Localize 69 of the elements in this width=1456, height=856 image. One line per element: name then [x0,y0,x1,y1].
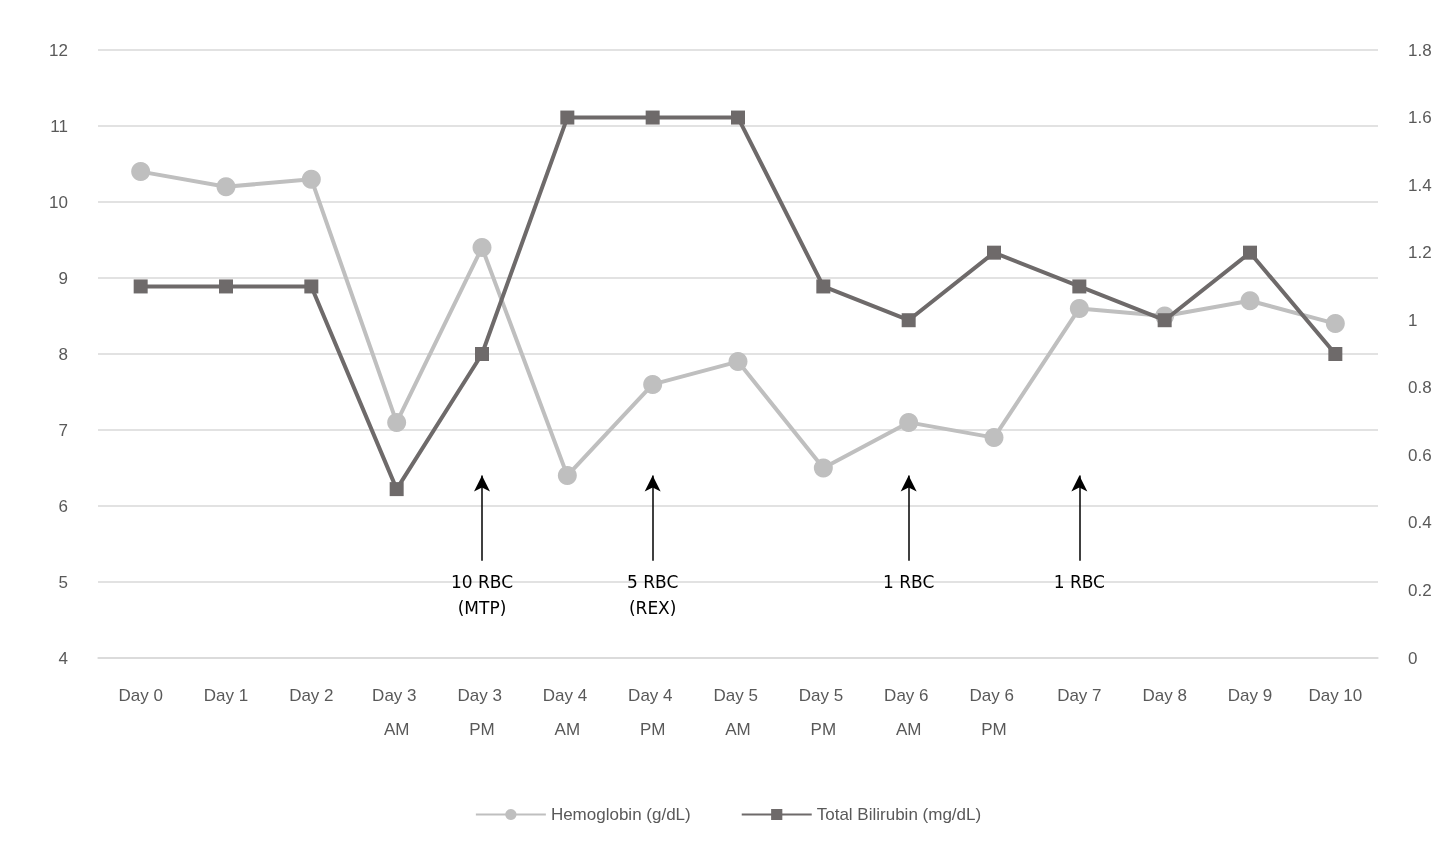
point [1069,298,1089,318]
point [387,412,407,432]
y2-tick-label: 1.4 [1408,175,1432,195]
x-tick-label: Day 6 PM [969,685,1019,739]
annotation: 5 RBC (REX) [627,571,679,618]
y-tick-label: 12 [49,40,68,60]
x-tick-label: Day 9 [1227,685,1273,705]
y-tick-label: 11 [50,116,68,136]
x-tick-label: Day 8 [1142,685,1187,705]
x-tick-label: Day 10 [1308,685,1363,705]
point [645,110,660,125]
legend-label: Hemoglobin (g/dL) [550,805,691,824]
point [984,428,1004,448]
point [475,347,489,361]
point [731,110,745,125]
point [389,482,404,497]
x-tick-label: Day 7 [1057,685,1102,705]
legend-label: Total Bilirubin (mg/dL) [816,805,982,824]
y-tick-label: 5 [58,572,68,592]
y-tick-label: 7 [58,420,68,440]
x-tick-label: Day 1 [203,685,249,705]
x-tick-label: Day 0 [118,685,163,705]
y-tick-label: 6 [58,496,68,516]
x-tick-label: Day 2 [289,685,334,705]
point [728,352,748,372]
point [1157,313,1172,328]
point [1240,291,1260,311]
point [643,374,663,394]
point [301,169,321,189]
point [1325,314,1345,334]
x-tick-label: Day 5 PM [798,685,848,739]
y-tick-label: 10 [49,192,68,212]
y2-tick-label: 0.6 [1408,445,1432,465]
y2-tick-label: 1.8 [1408,40,1432,60]
point [987,245,1001,260]
point [901,313,916,328]
point [472,238,492,258]
point [216,177,236,197]
point [1072,279,1087,294]
y-tick-label: 8 [58,344,68,364]
point [557,466,577,486]
point [1243,245,1257,260]
y2-tick-label: 0.8 [1408,378,1432,398]
point [816,279,831,294]
y2-tick-label: 1 [1408,310,1418,330]
x-tick-label: Day 3 AM [372,685,422,739]
y-tick-label: 9 [58,268,68,288]
point [813,458,833,478]
annotation: 1 RBC [1053,571,1105,592]
point [560,110,575,125]
x-tick-label: Day 6 AM [884,685,934,739]
y2-tick-label: 0 [1408,648,1418,668]
point [219,279,233,294]
annotation: 1 RBC [883,571,935,592]
y-tick-label: 4 [58,648,68,668]
point [899,412,919,432]
point [133,279,148,294]
point [304,279,319,294]
x-tick-label: Day 4 AM [542,685,592,739]
y2-tick-label: 1.6 [1408,108,1432,128]
point [1328,347,1343,361]
x-tick-label: Day 5 AM [713,685,763,739]
y2-tick-label: 0.2 [1408,580,1432,600]
x-tick-label: Day 4 PM [628,685,678,739]
point [131,162,151,182]
y2-tick-label: 0.4 [1408,513,1432,533]
x-tick-label: Day 3 PM [457,685,507,739]
y2-tick-label: 1.2 [1408,243,1432,263]
annotation: 10 RBC (MTP) [450,571,514,618]
